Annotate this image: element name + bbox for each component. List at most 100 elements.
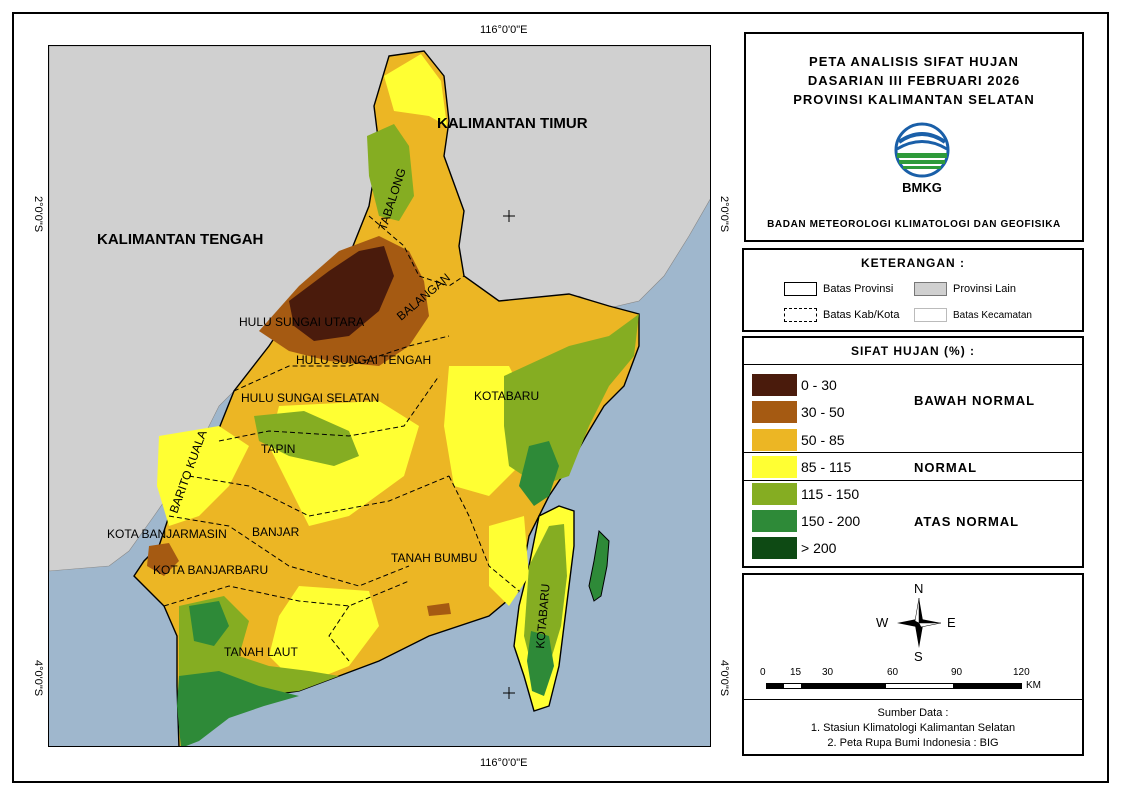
class-1-label: 30 - 50 [801, 404, 845, 420]
class-6-label: > 200 [801, 540, 837, 556]
batas-kecamatan-swatch [914, 308, 947, 322]
scale-tick-15: 15 [790, 667, 802, 678]
label-tanah-laut: TANAH LAUT [224, 645, 298, 659]
keterangan-heading: KETERANGAN : [861, 256, 965, 270]
class-4-swatch [752, 483, 797, 505]
class-5-swatch [752, 510, 797, 532]
label-kota-banjarbaru: KOTA BANJARBARU [153, 563, 268, 577]
left-latitude-4-label: 4°0'0"S [32, 660, 44, 697]
category-normal: NORMAL [914, 460, 978, 475]
zone-normal-tabalong [384, 54, 447, 126]
legend-heading: SIFAT HUJAN (%) : [744, 338, 1082, 365]
graticule-crosshairs [503, 210, 515, 699]
zone-green-tabalong [367, 124, 414, 221]
zone-normal-east-tanahbumbu [489, 516, 529, 606]
zone-green-tapin [254, 411, 359, 466]
batas-kecamatan-label: Batas Kecamatan [953, 309, 1032, 321]
scale-unit: KM [1026, 680, 1041, 691]
island-small-east [588, 529, 610, 602]
zone-darkbrown-hsu [289, 246, 394, 341]
class-2-swatch [752, 429, 797, 451]
source-line-1: 1. Stasiun Klimatologi Kalimantan Selata… [810, 722, 1016, 734]
zone-normal-west [157, 426, 249, 526]
compass-e: E [947, 615, 956, 630]
provinsi-lain-label: Provinsi Lain [953, 283, 1016, 295]
map-canvas[interactable]: KALIMANTAN TIMUR KALIMANTAN TENGAH TABAL… [48, 45, 711, 747]
legend-separator-1 [744, 452, 1082, 453]
legend-batas-kecamatan: Batas Kecamatan [914, 308, 1032, 322]
source-heading: Sumber Data : [877, 707, 949, 719]
map-svg: KALIMANTAN TIMUR KALIMANTAN TENGAH TABAL… [49, 46, 710, 746]
scale-tick-120: 120 [1013, 667, 1030, 678]
compass-s: S [914, 649, 923, 664]
class-2-label: 50 - 85 [801, 432, 845, 448]
agency-name: BADAN METEOROLOGI KLIMATOLOGI DAN GEOFIS… [767, 219, 1061, 230]
legend-class-1: 30 - 50 [752, 400, 845, 424]
label-banjar: BANJAR [252, 525, 300, 539]
regency-boundaries [163, 215, 520, 662]
class-3-label: 85 - 115 [801, 459, 852, 475]
label-hss: HULU SUNGAI SELATAN [241, 391, 379, 405]
compass-icon [897, 597, 942, 648]
scale-tick-90: 90 [951, 667, 963, 678]
legend-batas-kab: Batas Kab/Kota [784, 308, 899, 322]
label-kalteng: KALIMANTAN TENGAH [97, 231, 263, 248]
source-block: Sumber Data : 1. Stasiun Klimatologi Kal… [744, 706, 1082, 751]
batas-kab-swatch [784, 308, 817, 322]
category-above-normal: ATAS NORMAL [914, 514, 1020, 529]
legend-batas-provinsi: Batas Provinsi [784, 282, 893, 296]
label-kota-banjarmasin: KOTA BANJARMASIN [107, 527, 227, 541]
legend-provinsi-lain: Provinsi Lain [914, 282, 1016, 296]
class-5-label: 150 - 200 [801, 513, 861, 529]
bmkg-logo-text: BMKG [902, 180, 942, 195]
label-hst: HULU SUNGAI TENGAH [296, 353, 431, 367]
batas-kab-label: Batas Kab/Kota [823, 309, 900, 321]
legend-separator-2 [744, 480, 1082, 481]
source-line-2: 2. Peta Rupa Bumi Indonesia : BIG [827, 737, 999, 749]
title-line-3: PROVINSI KALIMANTAN SELATAN [793, 92, 1035, 107]
zone-darkgreen-tanahlaut-hill [189, 601, 229, 646]
zone-darkgreen-island [527, 631, 554, 696]
keterangan-panel: KETERANGAN : Batas Provinsi Provinsi Lai… [742, 248, 1084, 332]
legend-class-2: 50 - 85 [752, 428, 845, 452]
class-6-swatch [752, 537, 797, 559]
batas-provinsi-swatch [784, 282, 817, 296]
legend-class-4: 115 - 150 [752, 482, 859, 506]
title-line-1: PETA ANALISIS SIFAT HUJAN [809, 54, 1019, 69]
source-separator [744, 699, 1082, 700]
legend-class-5: 150 - 200 [752, 509, 860, 533]
bottom-longitude-label: 116°0'0"E [480, 757, 528, 769]
scale-tick-60: 60 [887, 667, 899, 678]
scale-bar: 0 15 30 60 90 120 KM [754, 667, 1074, 697]
zone-brown-tanahbumbu [427, 603, 451, 616]
compass-scale-panel: N S W E 0 15 30 60 90 120 KM Sumber Data… [742, 573, 1084, 756]
label-tapin: TAPIN [261, 442, 295, 456]
zone-green-kotabaru [504, 314, 639, 486]
title-panel: PETA ANALISIS SIFAT HUJAN DASARIAN III F… [744, 32, 1084, 242]
provinsi-lain-swatch [914, 282, 947, 296]
class-1-swatch [752, 401, 797, 423]
class-4-label: 115 - 150 [801, 486, 860, 502]
right-latitude-2-label: 2°0'0"S [718, 196, 730, 233]
scale-tick-0: 0 [760, 667, 766, 678]
label-hsu: HULU SUNGAI UTARA [239, 315, 364, 329]
legend-class-3: 85 - 115 [752, 455, 851, 479]
zone-normal-south [269, 586, 379, 686]
label-kaltim: KALIMANTAN TIMUR [437, 115, 588, 132]
class-0-label: 0 - 30 [801, 377, 837, 393]
left-latitude-2-label: 2°0'0"S [32, 196, 44, 233]
class-3-swatch [752, 456, 797, 478]
zone-darkgreen-tanahlaut [177, 671, 299, 746]
compass-rose: N S W E [876, 578, 959, 668]
class-0-swatch [752, 374, 797, 396]
batas-provinsi-label: Batas Provinsi [823, 283, 894, 295]
top-longitude-label: 116°0'0"E [480, 24, 528, 36]
right-latitude-4-label: 4°0'0"S [718, 660, 730, 697]
compass-w: W [876, 615, 889, 630]
legend-class-6: > 200 [752, 536, 836, 560]
title-line-2: DASARIAN III FEBRUARI 2026 [807, 73, 1021, 88]
zone-darkgreen-kotabaru [519, 441, 559, 506]
sifat-hujan-legend: SIFAT HUJAN (%) : 0 - 30 30 - 50 50 - 85… [742, 336, 1084, 568]
layout-frame [12, 12, 1109, 783]
zone-brown-banjarmasin [147, 543, 179, 576]
